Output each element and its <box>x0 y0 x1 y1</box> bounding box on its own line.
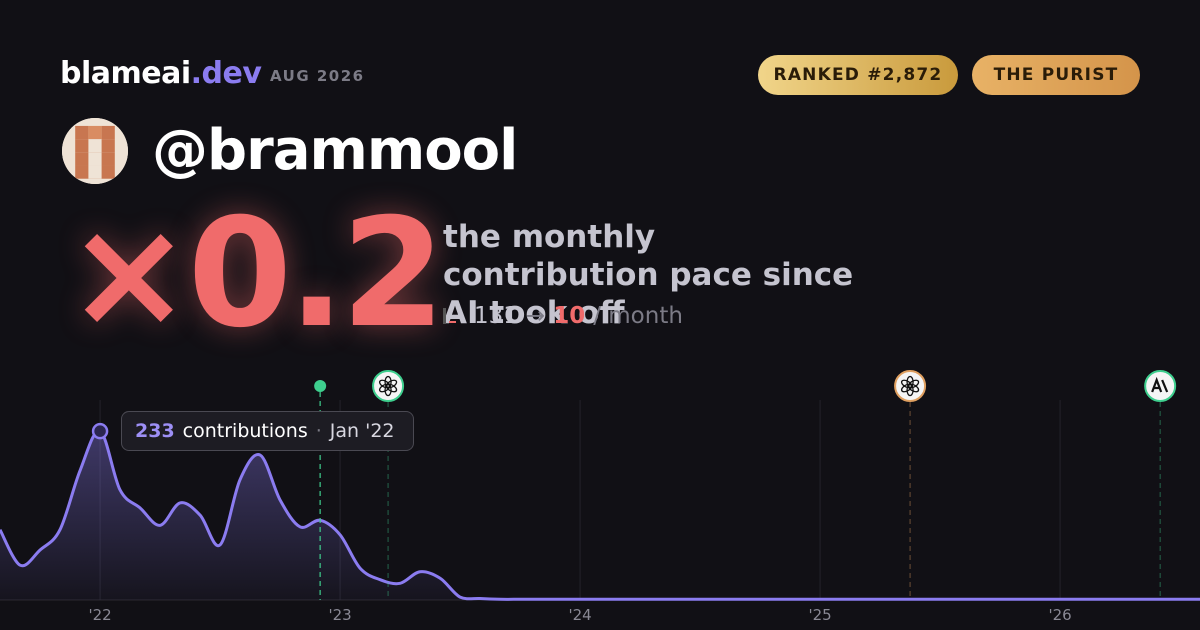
brand-suffix: .dev <box>190 56 262 91</box>
event-icon <box>1144 370 1177 402</box>
event-badge <box>1144 370 1177 402</box>
pace-unit: / month <box>593 303 683 329</box>
date: AUG 2026 <box>270 67 365 85</box>
rank-badge: RANKED #2,872 <box>758 55 958 95</box>
x-tick-label: '22 <box>88 606 111 624</box>
tooltip-date: Jan '22 <box>329 420 395 442</box>
pace: 131 → 10 / month <box>443 303 683 329</box>
event-dot <box>314 380 327 392</box>
brand: blameai.dev <box>60 56 262 91</box>
area-fill <box>0 430 1200 600</box>
tooltip: 233 contributions · Jan '22 <box>121 411 414 451</box>
chart: '22 '23 '24 '25 '26 <box>0 370 1200 624</box>
event-icon <box>372 370 405 402</box>
tooltip-value: 233 <box>135 420 175 442</box>
pace-before: 131 <box>474 303 518 329</box>
pace-arrow: → <box>525 303 546 329</box>
tooltip-label: contributions <box>182 420 308 442</box>
x-tick-label: '23 <box>328 606 351 624</box>
x-tick-label: '24 <box>568 606 591 624</box>
peak-marker <box>91 422 109 440</box>
logo-mark <box>1151 376 1169 393</box>
x-tick-label: '26 <box>1048 606 1071 624</box>
brand-name: blameai <box>60 56 191 91</box>
area-line <box>0 429 1200 601</box>
type-badge: THE PURIST <box>972 55 1140 95</box>
logo-petal <box>378 379 391 389</box>
caption: the monthly contribution pace since AI t… <box>443 219 854 331</box>
logo-petal <box>900 379 913 389</box>
x-tick-label: '25 <box>808 606 831 624</box>
multiplier: ×0.2 <box>66 187 445 361</box>
event-badge <box>372 370 405 402</box>
event-badge <box>894 370 927 402</box>
tooltip-sep: · <box>315 420 322 442</box>
avatar-image <box>62 118 128 184</box>
event-icon <box>894 370 927 402</box>
pace-after: 10 <box>553 303 586 329</box>
avatar <box>62 118 128 184</box>
handle: @brammool <box>152 118 518 183</box>
